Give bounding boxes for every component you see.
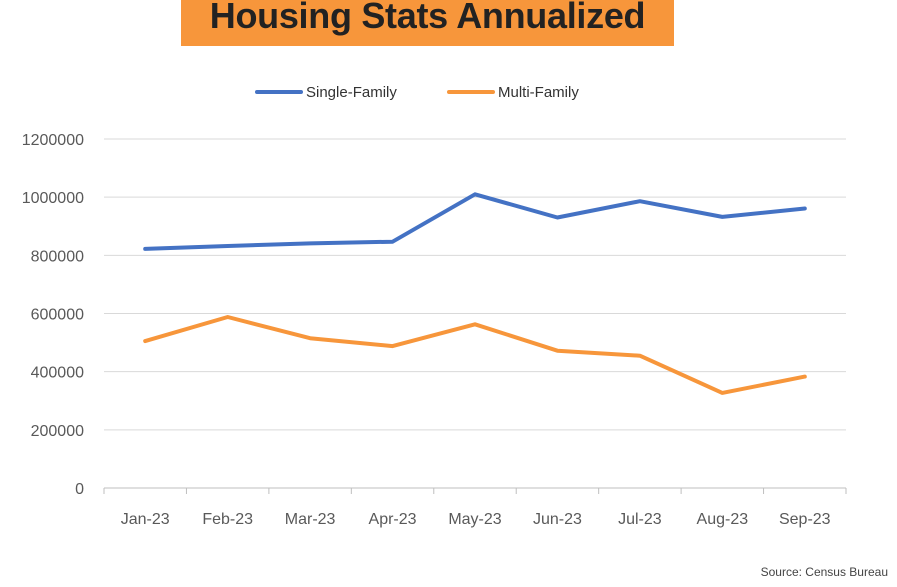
x-tick-label: Aug-23 xyxy=(697,511,749,528)
page-title: Housing Stats Annualized xyxy=(209,0,646,36)
y-tick-label: 1000000 xyxy=(22,190,84,207)
legend-label: Multi-Family xyxy=(498,84,579,101)
x-tick-label: Sep-23 xyxy=(779,511,831,528)
y-tick-label: 600000 xyxy=(31,307,84,324)
series-lines xyxy=(143,192,807,395)
y-tick-label: 1200000 xyxy=(22,132,84,149)
legend: Single-Family Multi-Family xyxy=(255,84,579,101)
title-banner xyxy=(181,0,674,46)
x-tick-label: Jul-23 xyxy=(618,511,662,528)
x-tick-label: Jun-23 xyxy=(533,511,582,528)
series-line-single-family xyxy=(143,192,807,251)
x-tick-label: Apr-23 xyxy=(369,511,417,528)
legend-label: Single-Family xyxy=(306,84,397,101)
x-tick-label: Jan-23 xyxy=(121,511,170,528)
x-tick-label: Feb-23 xyxy=(202,511,253,528)
gridlines xyxy=(104,138,846,431)
y-tick-label: 200000 xyxy=(31,423,84,440)
x-axis-ticks: Jan-23 Feb-23 Mar-23 Apr-23 May-23 Jun-23 Jul-… xyxy=(121,511,831,528)
y-axis-ticks: 0 200000 400000 600000 800000 1000000 1200000 xyxy=(22,132,84,498)
y-tick-label: 0 xyxy=(75,481,84,498)
y-tick-label: 400000 xyxy=(31,365,84,382)
y-tick-label: 800000 xyxy=(31,248,84,265)
x-tick-label: Mar-23 xyxy=(285,511,336,528)
x-tick-label: May-23 xyxy=(448,511,501,528)
series-line-multi-family xyxy=(143,315,807,395)
source-note: Source: Census Bureau xyxy=(760,565,888,579)
x-axis xyxy=(103,487,847,494)
